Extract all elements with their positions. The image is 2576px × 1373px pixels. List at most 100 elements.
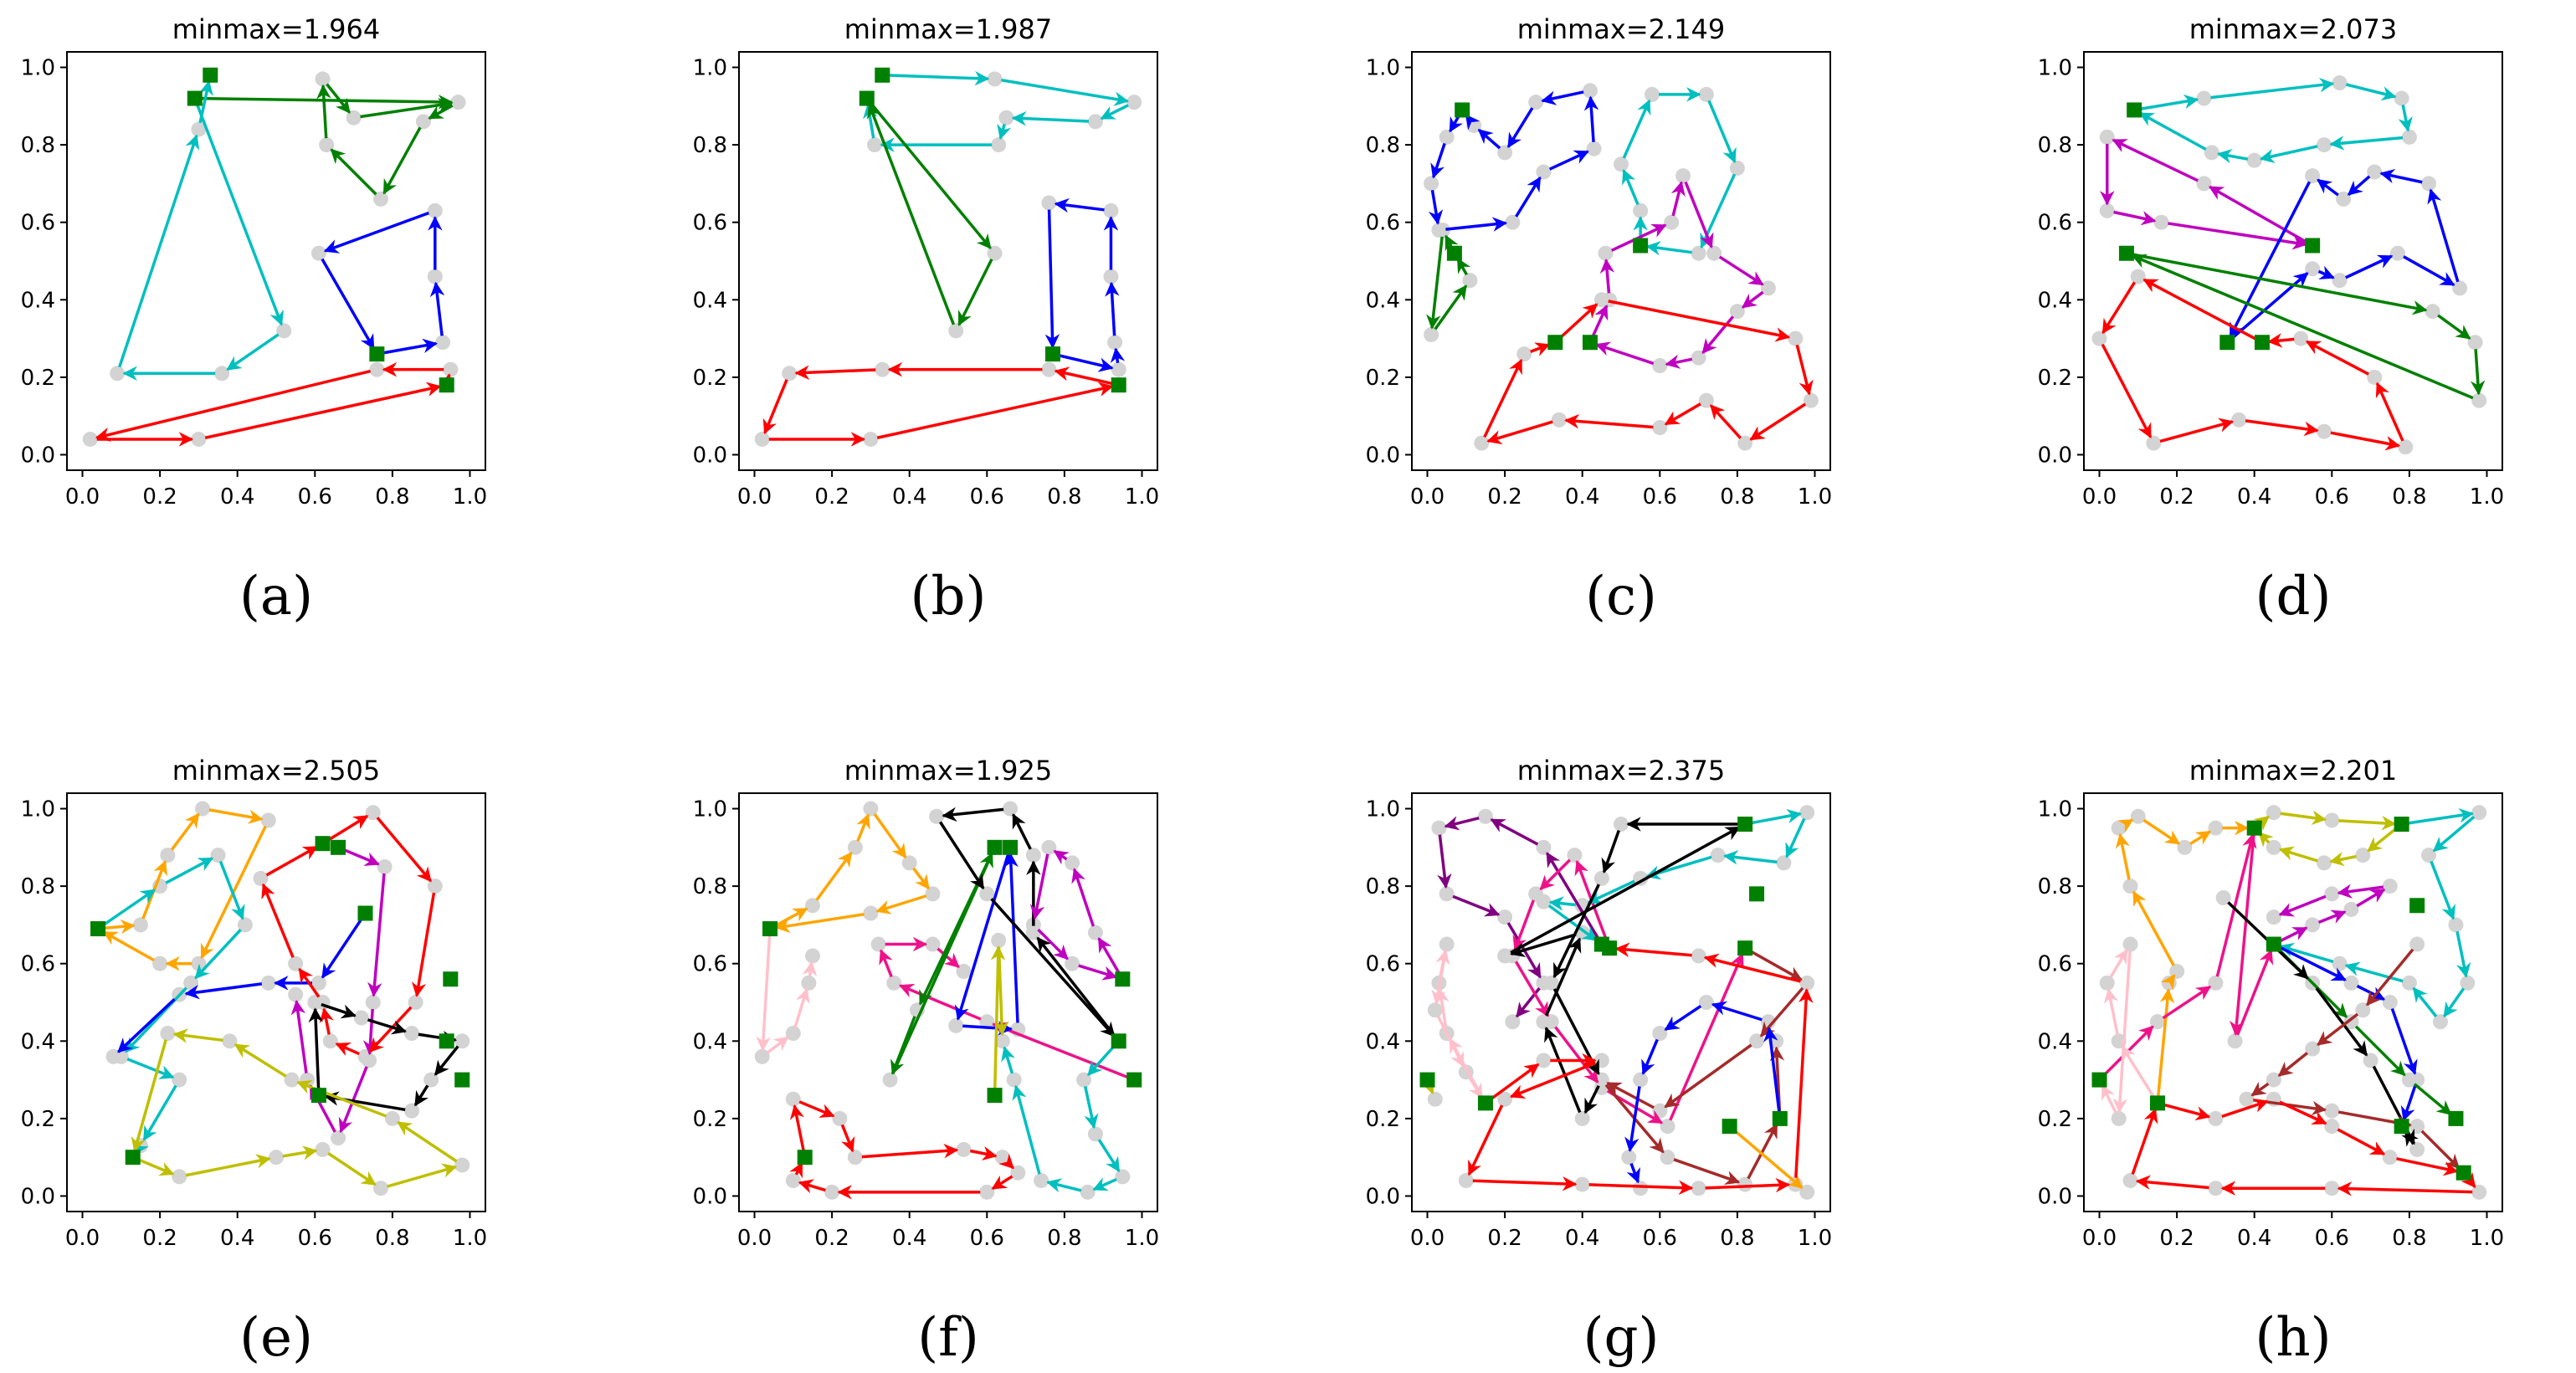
node-point xyxy=(2382,995,2398,1010)
node-point xyxy=(1760,280,1776,296)
node-point xyxy=(276,323,292,339)
x-tick-label: 0.0 xyxy=(65,1226,100,1251)
node-point xyxy=(863,431,879,447)
node-point xyxy=(260,975,276,991)
node-point xyxy=(2208,820,2224,836)
route-red xyxy=(2101,278,2404,451)
node-point xyxy=(2401,129,2417,145)
route-segment xyxy=(2279,1100,2327,1125)
x-tick-label: 0.4 xyxy=(220,1226,254,1251)
node-point xyxy=(925,886,941,902)
depot-marker xyxy=(1772,1110,1788,1126)
node-point xyxy=(2246,152,2262,168)
node-point xyxy=(2409,936,2425,952)
route-segment xyxy=(1452,894,1501,917)
y-tick-label: 0.2 xyxy=(2038,1107,2072,1132)
x-tick-label: 0.2 xyxy=(142,484,177,510)
route-segment xyxy=(2375,382,2404,442)
node-point xyxy=(1586,141,1602,156)
route-segment xyxy=(1029,853,1049,920)
node-point xyxy=(1593,292,1609,308)
route-segment xyxy=(856,813,870,843)
route-segment xyxy=(2345,254,2394,279)
depot-marker xyxy=(2246,820,2262,836)
depot-marker xyxy=(987,839,1003,855)
node-point xyxy=(2460,975,2476,991)
node-point xyxy=(373,1181,388,1196)
y-tick-label: 0.6 xyxy=(1366,952,1400,977)
node-point xyxy=(1710,848,1726,863)
route-segment xyxy=(991,1175,1013,1191)
node-point xyxy=(1706,245,1722,261)
node-point xyxy=(1614,156,1629,172)
panel-b: minmax=1.987 0.0 0.2 0.4 0.6 0.8 1.0 0.0 0.2 0.4 0… xyxy=(693,13,1160,628)
node-point xyxy=(2324,1103,2340,1119)
node-point xyxy=(870,936,886,952)
depot-marker xyxy=(1455,102,1470,118)
route-segment xyxy=(1011,110,1090,126)
panels-root: minmax=1.964 0.0 0.2 0.4 0.6 0.8 1.0 0.0 0.2 0.4 0… xyxy=(21,13,2505,1369)
route-segment xyxy=(1622,169,1640,206)
y-tick-label: 1.0 xyxy=(693,56,727,81)
node-point xyxy=(2471,1184,2487,1200)
route-segment xyxy=(2317,178,2339,197)
route-red xyxy=(1467,942,1814,1196)
route-segment xyxy=(2337,1128,2386,1155)
route-magenta xyxy=(1591,181,1764,369)
route-segment xyxy=(1587,879,1635,904)
route-segment xyxy=(1092,1177,1117,1191)
route-segment xyxy=(936,947,960,969)
route-segment xyxy=(1037,928,1069,961)
route-segment xyxy=(1559,303,1598,340)
node-point xyxy=(1691,245,1706,261)
node-point xyxy=(987,245,1003,261)
panel-e: minmax=2.505 0.0 0.2 0.4 0.6 0.8 1.0 0.0 0.2 0.4 0… xyxy=(21,755,488,1369)
route-segment xyxy=(201,95,454,110)
node-point xyxy=(191,431,207,447)
route-segment xyxy=(413,1084,429,1107)
node-point xyxy=(1598,245,1614,261)
route-segment xyxy=(970,1145,998,1161)
route-segment xyxy=(2101,1084,2117,1114)
route-segment xyxy=(2142,818,2181,845)
route-segment xyxy=(2278,894,2327,917)
route-segment xyxy=(118,134,200,368)
route-segment xyxy=(1552,884,1600,979)
node-point xyxy=(1505,214,1521,230)
route-segment xyxy=(265,845,319,877)
route-segment xyxy=(218,860,245,920)
x-tick-label: 0.0 xyxy=(2082,1226,2117,1251)
node-point xyxy=(2204,145,2219,161)
y-tick-label: 0.4 xyxy=(1366,288,1400,313)
x-tick-label: 0.6 xyxy=(2315,484,2349,510)
x-tick-label: 1.0 xyxy=(1125,484,1159,510)
route-segment xyxy=(2117,818,2134,833)
route-segment xyxy=(1610,223,1667,252)
route-segment xyxy=(1490,817,1539,846)
node-point xyxy=(2266,909,2281,925)
y-tick-label: 1.0 xyxy=(21,797,55,822)
route-segment xyxy=(962,1021,1013,1036)
node-point xyxy=(875,361,890,377)
node-point xyxy=(1776,855,1792,871)
route-segment xyxy=(1759,986,1804,1037)
y-tick-label: 0.2 xyxy=(21,1107,55,1132)
route-segment xyxy=(142,1084,177,1141)
route-segment xyxy=(2121,1045,2156,1099)
route-cyan xyxy=(2138,78,2413,164)
route-black xyxy=(308,1002,459,1112)
node-point xyxy=(1462,273,1478,289)
node-point xyxy=(2305,1041,2321,1057)
depot-marker xyxy=(369,346,385,362)
x-tick-label: 0.4 xyxy=(2237,1226,2271,1251)
panel-f: minmax=1.925 0.0 0.2 0.4 0.6 0.8 1.0 0.0 0.2 0.4 0… xyxy=(693,755,1160,1369)
y-tick-label: 0.4 xyxy=(21,1029,55,1054)
node-point xyxy=(948,1017,964,1033)
y-tick-label: 0.0 xyxy=(2038,443,2072,468)
node-point xyxy=(754,1048,770,1064)
y-tick-label: 0.6 xyxy=(1366,211,1400,236)
node-point xyxy=(427,269,443,284)
route-black xyxy=(2227,901,2419,1147)
x-tick-label: 0.0 xyxy=(1410,1226,1445,1251)
depot-marker xyxy=(2127,102,2142,118)
